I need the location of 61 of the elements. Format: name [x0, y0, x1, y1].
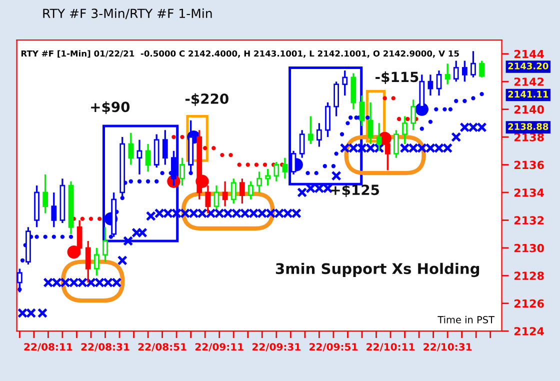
candlestick [136, 138, 142, 176]
x-tick-label: 22/08:11 [24, 343, 72, 352]
candlestick [394, 129, 399, 159]
candlestick [51, 192, 57, 228]
x-tick-label: 22/09:31 [252, 343, 300, 352]
candlestick [299, 129, 305, 159]
y-tick-label: 2130 [514, 244, 544, 252]
candlestick [470, 50, 476, 78]
text: RTY #F [1-Min] 01/22/21 -0.5000 C 2142.4000, H 2143.1001, L 2142.1001, O 2142.9000, V 15 [21, 50, 459, 58]
candlestick [265, 168, 271, 186]
candlestick [334, 80, 339, 118]
y-tick-label: 2126 [514, 299, 544, 308]
candlestick [308, 115, 314, 145]
x-tick-label: 22/10:11 [366, 343, 415, 352]
y-tick-label: 2142 [514, 78, 544, 86]
candlestick [94, 247, 100, 276]
candlestick [325, 102, 330, 138]
chart-title: RTY #F 3-Min/RTY #F 1-Min [43, 8, 212, 20]
candlestick [316, 122, 322, 148]
annotation: 3min Support Xs Holding [276, 262, 480, 278]
candlestick [453, 60, 459, 82]
candlestick [230, 178, 236, 204]
candlestick [479, 60, 484, 78]
candlestick [342, 70, 348, 96]
candlestick [222, 180, 228, 208]
candlestick [428, 74, 434, 96]
annotation: +$125 [331, 184, 379, 197]
x-tick-label: 22/10:31 [424, 343, 472, 352]
annotation: -$115 [376, 71, 418, 84]
candlestick [462, 60, 468, 82]
candlestick [102, 226, 108, 263]
x-tick-label: 22/08:31 [81, 343, 130, 352]
candlestick [162, 129, 168, 166]
y-tick-label: 2128 [514, 272, 544, 280]
candlestick [436, 70, 442, 96]
x-tick-label: 22/09:51 [310, 343, 358, 352]
candlestick [85, 240, 91, 284]
candlestick [42, 174, 48, 214]
y-tick-label: 2144 [514, 50, 544, 58]
y-tick-label: 2134 [514, 188, 544, 197]
candlestick [239, 178, 245, 204]
x-tick-label: 22/08:51 [138, 343, 186, 352]
candlestick [248, 180, 254, 200]
y-tick-label: 2140 [514, 105, 544, 114]
candlestick [128, 132, 134, 166]
x-tick-label: 22/09:11 [195, 343, 244, 352]
y-tick-label: 2136 [514, 160, 544, 170]
candlestick [256, 170, 262, 194]
candlestick [376, 122, 382, 152]
annotation: Time in PST [438, 316, 495, 324]
text: 2141.11 [508, 90, 548, 98]
candlestick [444, 62, 450, 86]
annotation: +$90 [91, 101, 130, 114]
y-tick-label: 2124 [514, 327, 544, 336]
text: 2138.88 [508, 123, 548, 130]
text: 2143.20 [508, 62, 548, 70]
annotation: -$220 [185, 93, 228, 106]
candlestick [180, 156, 185, 186]
y-tick-label: 2132 [514, 216, 544, 225]
candlestick [145, 143, 151, 173]
candlestick [214, 184, 220, 210]
